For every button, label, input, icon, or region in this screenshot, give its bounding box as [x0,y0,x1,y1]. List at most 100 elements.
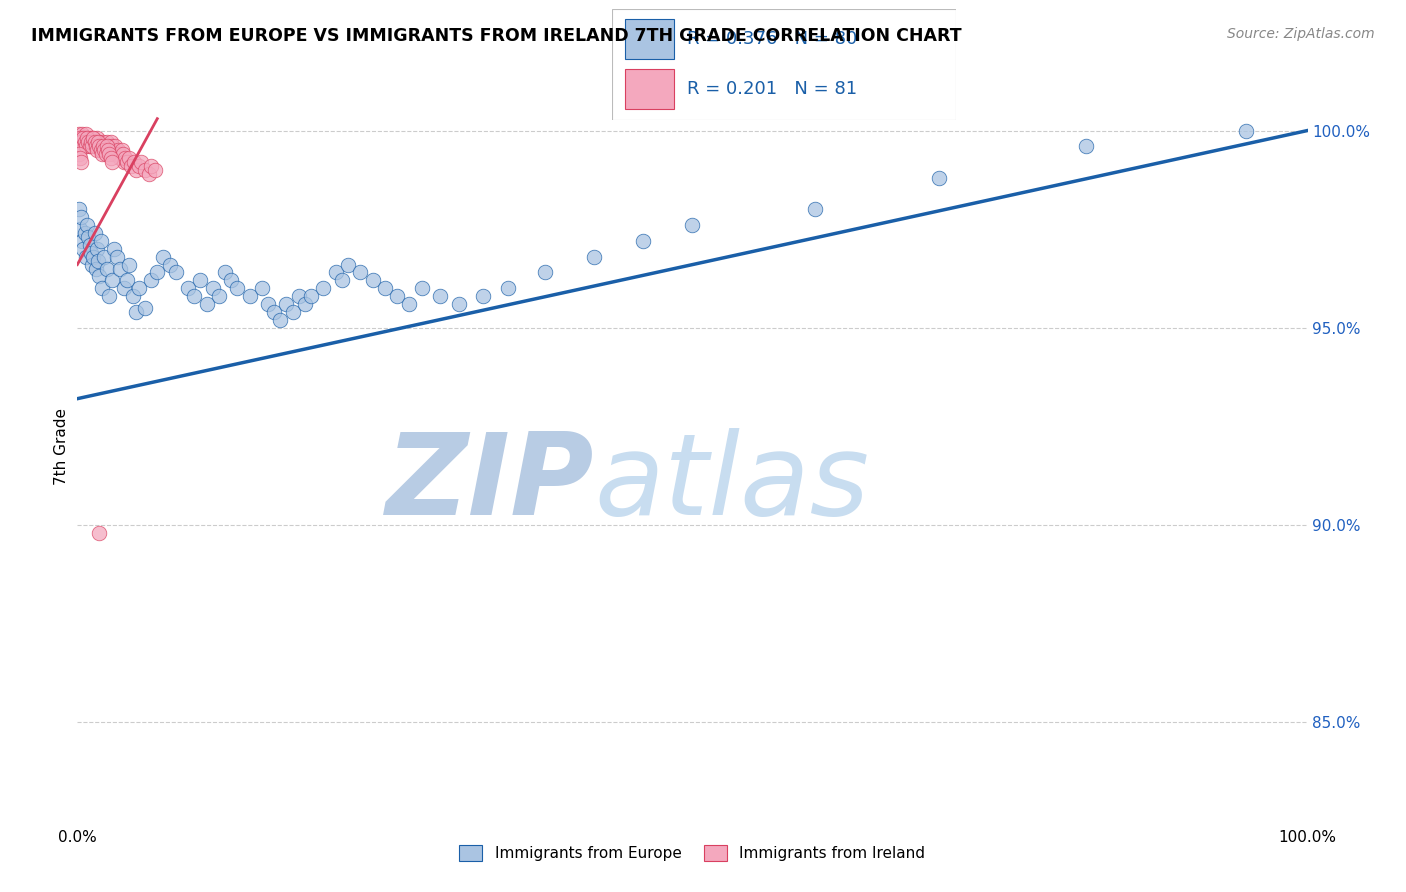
Point [128,159,150,173]
Text: IMMIGRANTS FROM EUROPE VS IMMIGRANTS FROM IRELAND 7TH GRADE CORRELATION CHART: IMMIGRANTS FROM EUROPE VS IMMIGRANTS FRO… [31,27,962,45]
Point [90,234,112,248]
Point [87,253,110,268]
Point [152,250,174,264]
Point [250,281,273,295]
Point [96,139,118,153]
Point [103,143,125,157]
Point [75,139,97,153]
Point [1234,123,1257,137]
Point [125,305,148,319]
Point [134,163,156,178]
Point [83,139,105,153]
Point [94,143,117,157]
Point [928,170,950,185]
Point [111,147,134,161]
Point [682,218,704,232]
Point [128,281,150,295]
Point [69,222,91,236]
Point [361,273,384,287]
Point [67,128,90,142]
Point [115,273,138,287]
Point [73,226,96,240]
Point [87,139,110,153]
Point [80,136,103,150]
Point [183,289,205,303]
Point [84,139,107,153]
Point [77,136,100,150]
Point [97,139,120,153]
Point [100,136,122,150]
Point [67,202,90,217]
Point [107,143,129,157]
Point [110,151,132,165]
Point [312,281,335,295]
Point [80,131,103,145]
Point [86,242,108,256]
Point [70,234,93,248]
Point [129,155,153,169]
Point [105,250,128,264]
Point [337,258,360,272]
Point [294,297,316,311]
Point [91,139,114,153]
Point [101,139,124,153]
Point [534,265,557,279]
Point [110,261,132,276]
Point [195,297,218,311]
Point [263,305,285,319]
Point [72,242,94,256]
Point [100,151,122,165]
Point [472,289,495,303]
Point [69,131,91,145]
Point [118,258,141,272]
Point [70,139,93,153]
Point [83,226,105,240]
Point [103,242,125,256]
Point [72,131,94,145]
Point [82,136,104,150]
Point [75,250,97,264]
Text: R = 0.201   N = 81: R = 0.201 N = 81 [688,80,858,98]
Point [96,136,118,150]
Point [299,289,322,303]
Point [146,265,169,279]
Point [82,131,104,145]
Point [69,151,91,165]
Point [70,136,93,150]
Point [411,281,433,295]
Point [82,131,104,145]
Point [96,261,118,276]
Point [188,273,212,287]
Point [82,258,104,272]
Point [141,159,163,173]
Point [112,281,135,295]
Point [125,163,148,178]
Point [77,230,100,244]
Point [447,297,470,311]
Point [90,143,112,157]
Point [112,155,135,169]
Point [84,261,107,276]
Point [80,245,103,260]
Point [89,136,111,150]
Point [82,250,104,264]
Point [141,273,163,287]
Point [90,139,114,153]
Point [330,273,353,287]
Point [76,218,98,232]
Point [226,281,249,295]
Legend: Immigrants from Europe, Immigrants from Ireland: Immigrants from Europe, Immigrants from … [453,838,932,867]
Point [75,128,97,142]
Point [70,128,93,142]
Point [201,281,224,295]
Point [70,155,93,169]
Point [374,281,396,295]
Point [496,281,519,295]
Point [91,136,114,150]
Point [276,297,298,311]
Point [208,289,231,303]
Point [121,289,143,303]
Point [97,143,120,157]
FancyBboxPatch shape [626,19,673,59]
Point [86,143,108,157]
